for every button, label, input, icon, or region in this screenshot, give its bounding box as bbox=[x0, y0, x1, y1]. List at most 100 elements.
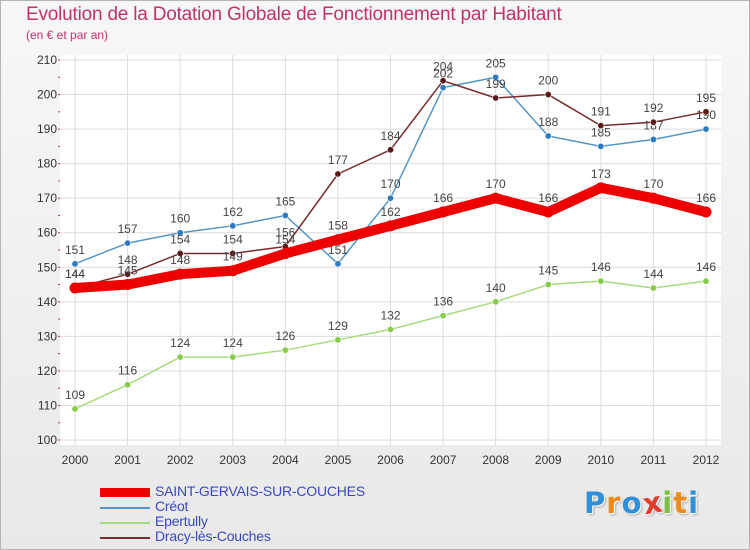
data-point bbox=[544, 132, 552, 140]
x-tick-label: 2006 bbox=[377, 453, 404, 467]
y-tick-label: 120 bbox=[37, 364, 57, 378]
data-point bbox=[69, 282, 81, 294]
data-label: 148 bbox=[170, 253, 190, 267]
data-point bbox=[174, 268, 186, 280]
y-tick-label: 180 bbox=[37, 157, 57, 171]
data-point bbox=[492, 94, 500, 102]
data-point bbox=[439, 312, 447, 320]
data-label: 109 bbox=[65, 388, 85, 402]
data-label: 156 bbox=[275, 226, 295, 240]
data-point bbox=[176, 229, 184, 237]
data-label: 162 bbox=[380, 205, 400, 219]
data-label: 154 bbox=[223, 232, 243, 246]
chart-title: Evolution de la Dotation Globale de Fonc… bbox=[26, 4, 562, 25]
data-point bbox=[176, 353, 184, 361]
x-tick-label: 2009 bbox=[535, 453, 562, 467]
data-point bbox=[437, 206, 449, 218]
legend-label: Epertully bbox=[155, 513, 208, 529]
data-point bbox=[227, 265, 239, 277]
x-tick-label: 2005 bbox=[325, 453, 352, 467]
data-point bbox=[386, 194, 394, 202]
data-point bbox=[544, 281, 552, 289]
data-point bbox=[71, 405, 79, 413]
x-tick-label: 2000 bbox=[62, 453, 89, 467]
data-point bbox=[492, 73, 500, 81]
data-point bbox=[490, 192, 502, 204]
data-point bbox=[439, 77, 447, 85]
data-label: 151 bbox=[328, 243, 348, 257]
y-tick-label: 190 bbox=[37, 122, 57, 136]
logo-letter: r bbox=[606, 486, 622, 520]
data-point bbox=[702, 125, 710, 133]
data-label: 144 bbox=[65, 267, 85, 281]
y-tick-label: 210 bbox=[37, 53, 57, 67]
data-point bbox=[544, 91, 552, 99]
data-point bbox=[229, 353, 237, 361]
data-point bbox=[124, 239, 132, 247]
data-point bbox=[439, 84, 447, 92]
x-tick-label: 2001 bbox=[114, 453, 141, 467]
data-label: 199 bbox=[486, 77, 506, 91]
data-label: 195 bbox=[696, 91, 716, 105]
data-point bbox=[597, 122, 605, 130]
x-tick-label: 2002 bbox=[167, 453, 194, 467]
data-label: 177 bbox=[328, 153, 348, 167]
legend-label: Créot bbox=[155, 498, 189, 514]
data-label: 200 bbox=[538, 74, 558, 88]
data-label: 204 bbox=[433, 60, 453, 74]
data-label: 154 bbox=[170, 232, 190, 246]
x-tick-label: 2007 bbox=[430, 453, 457, 467]
x-tick-label: 2004 bbox=[272, 453, 299, 467]
x-tick-label: 2008 bbox=[482, 453, 509, 467]
y-tick-label: 150 bbox=[37, 260, 57, 274]
legend-swatch bbox=[100, 507, 150, 509]
y-tick-label: 140 bbox=[37, 295, 57, 309]
data-label: 145 bbox=[538, 264, 558, 278]
data-point bbox=[595, 182, 607, 194]
data-label: 166 bbox=[538, 191, 558, 205]
data-label: 158 bbox=[328, 219, 348, 233]
data-label: 185 bbox=[591, 125, 611, 139]
proxiti-logo: Proxiti bbox=[584, 484, 699, 522]
legend-swatch bbox=[100, 537, 150, 539]
data-point bbox=[649, 135, 657, 143]
y-tick-label: 100 bbox=[37, 433, 57, 447]
logo-letter: x bbox=[639, 484, 666, 522]
data-point bbox=[700, 206, 712, 218]
data-label: 191 bbox=[591, 105, 611, 119]
data-point bbox=[281, 346, 289, 354]
chart-subtitle: (en € et par an) bbox=[26, 28, 109, 42]
data-label: 166 bbox=[696, 191, 716, 205]
data-label: 192 bbox=[643, 101, 663, 115]
data-point bbox=[229, 222, 237, 230]
data-label: 144 bbox=[65, 267, 85, 281]
data-point bbox=[649, 284, 657, 292]
data-point bbox=[542, 206, 554, 218]
legend-swatch bbox=[100, 522, 150, 524]
data-label: 148 bbox=[118, 253, 138, 267]
data-point bbox=[334, 260, 342, 268]
y-tick-label: 200 bbox=[37, 88, 57, 102]
data-label: 170 bbox=[380, 177, 400, 191]
data-label: 145 bbox=[118, 264, 138, 278]
data-label: 157 bbox=[118, 222, 138, 236]
data-point bbox=[647, 192, 659, 204]
data-label: 149 bbox=[223, 250, 243, 264]
legend-label: SAINT-GERVAIS-SUR-COUCHES bbox=[155, 483, 365, 499]
data-label: 146 bbox=[696, 260, 716, 274]
y-tick-label: 170 bbox=[37, 191, 57, 205]
data-label: 132 bbox=[380, 308, 400, 322]
data-label: 129 bbox=[328, 319, 348, 333]
data-point bbox=[386, 325, 394, 333]
x-tick-label: 2003 bbox=[219, 453, 246, 467]
data-label: 140 bbox=[486, 281, 506, 295]
logo-letter: t bbox=[673, 486, 689, 520]
data-label: 166 bbox=[433, 191, 453, 205]
data-label: 202 bbox=[433, 67, 453, 81]
x-tick-label: 2012 bbox=[693, 453, 720, 467]
data-point bbox=[334, 170, 342, 178]
data-label: 170 bbox=[486, 177, 506, 191]
legend-label: Dracy-lès-Couches bbox=[155, 528, 271, 544]
data-point bbox=[122, 279, 134, 291]
